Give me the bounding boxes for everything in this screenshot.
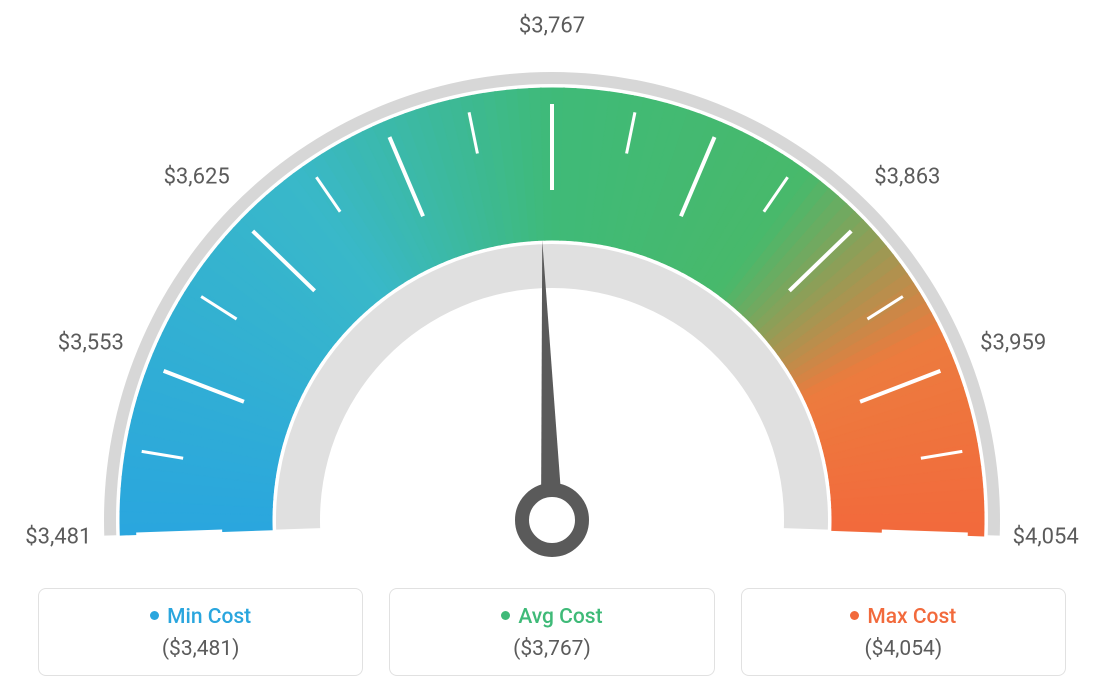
- gauge-tick-label: $4,054: [1013, 525, 1079, 550]
- legend-value-max: ($4,054): [752, 637, 1055, 661]
- legend-value-min: ($3,481): [49, 637, 352, 661]
- legend-title-avg-text: Avg Cost: [518, 605, 602, 629]
- legend-card-avg: Avg Cost ($3,767): [389, 588, 714, 676]
- dot-icon: [850, 611, 859, 620]
- gauge-tick-label: $3,863: [874, 164, 940, 189]
- gauge-tick-label: $3,481: [25, 525, 91, 550]
- gauge-tick-label: $3,553: [58, 330, 124, 355]
- gauge-area: $3,481 $3,553 $3,625 $3,767 $3,863 $3,959 $4,0…: [0, 0, 1104, 560]
- legend-value-avg: ($3,767): [400, 637, 703, 661]
- cost-gauge-container: $3,481 $3,553 $3,625 $3,767 $3,863 $3,959 $4,0…: [0, 0, 1104, 690]
- legend-title-min: Min Cost: [49, 605, 352, 629]
- gauge-tick-label: $3,767: [519, 14, 585, 39]
- legend-title-min-text: Min Cost: [167, 605, 251, 629]
- legend-title-max-text: Max Cost: [867, 605, 956, 629]
- dot-icon: [150, 611, 159, 620]
- legend-title-avg: Avg Cost: [400, 605, 703, 629]
- gauge-svg: [0, 0, 1104, 560]
- legend-card-max: Max Cost ($4,054): [741, 588, 1066, 676]
- legend-row: Min Cost ($3,481) Avg Cost ($3,767) Max …: [0, 588, 1104, 676]
- gauge-tick-label: $3,625: [164, 164, 230, 189]
- dot-icon: [501, 611, 510, 620]
- legend-title-max: Max Cost: [752, 605, 1055, 629]
- legend-card-min: Min Cost ($3,481): [38, 588, 363, 676]
- gauge-tick-label: $3,959: [980, 330, 1046, 355]
